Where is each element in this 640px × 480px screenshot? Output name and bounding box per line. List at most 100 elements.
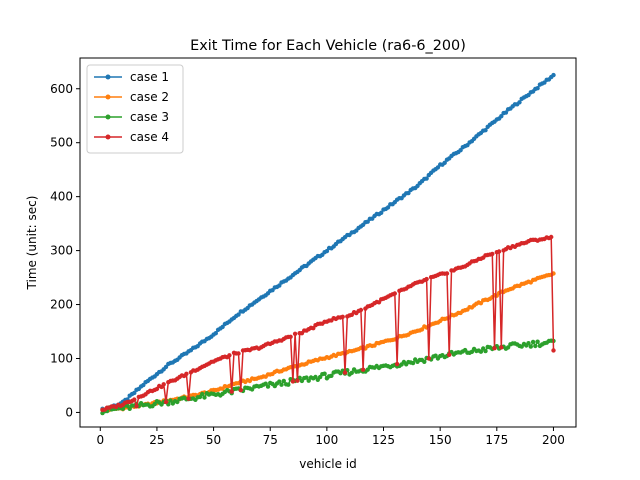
data-point (505, 345, 511, 350)
data-point (322, 371, 327, 376)
data-point (392, 291, 397, 296)
data-point (499, 114, 504, 119)
y-tick-label: 200 (50, 298, 73, 312)
legend-marker (105, 134, 111, 140)
data-point (496, 249, 502, 254)
data-point (154, 386, 160, 392)
data-point (422, 359, 427, 364)
data-point (517, 100, 522, 105)
data-point (132, 397, 137, 402)
x-tick-label: 75 (263, 433, 278, 447)
legend-label: case 3 (130, 110, 169, 124)
data-point (349, 370, 354, 375)
data-point (478, 349, 484, 354)
x-tick-label: 200 (542, 433, 565, 447)
series-case-4 (100, 234, 556, 413)
data-point (444, 271, 450, 276)
data-point (213, 331, 218, 336)
data-point (202, 395, 207, 400)
legend-box (86, 64, 184, 154)
data-point (549, 234, 554, 240)
data-point (265, 384, 271, 389)
legend-marker (105, 114, 111, 120)
y-tick-label: 500 (50, 136, 73, 150)
data-point (499, 345, 504, 350)
series-case-1 (100, 72, 556, 413)
data-point (424, 276, 429, 282)
y-tick-label: 100 (50, 351, 73, 365)
x-tick-label: 0 (96, 433, 104, 447)
data-point (236, 351, 241, 356)
x-tick-label: 50 (206, 433, 221, 447)
data-point (379, 210, 384, 215)
x-axis-label: vehicle id (299, 457, 357, 471)
data-point (551, 72, 556, 78)
x-tick-label: 175 (485, 433, 508, 447)
axis-ticks: 0 25 50 75 100 125 150 175 200 0 100 200 300 400 500 60… (50, 82, 565, 447)
data-point (503, 110, 509, 115)
data-point (424, 176, 429, 181)
legend-label: case 2 (130, 90, 169, 104)
data-point (483, 348, 488, 354)
data-point (426, 356, 431, 361)
data-point (551, 348, 556, 353)
data-point (292, 331, 298, 336)
data-point (306, 378, 311, 383)
data-point (161, 382, 166, 387)
data-point (528, 344, 533, 349)
data-point (535, 339, 540, 344)
data-point (163, 364, 169, 370)
data-point (127, 406, 132, 411)
data-point (535, 86, 540, 91)
data-point (281, 378, 286, 384)
legend-marker (105, 94, 111, 100)
data-point (447, 352, 452, 357)
data-point (530, 339, 536, 345)
data-point (227, 353, 232, 358)
data-point (279, 382, 284, 387)
y-tick-label: 300 (50, 244, 73, 258)
data-point (132, 390, 137, 396)
data-point (277, 283, 282, 288)
data-point (200, 391, 205, 397)
y-tick-label: 0 (65, 405, 73, 419)
legend: case 1 case 2 case 3 case 4 (86, 64, 184, 154)
data-point (526, 341, 531, 346)
data-point (360, 367, 366, 372)
data-point (229, 389, 234, 394)
data-point (483, 128, 488, 133)
data-point (442, 160, 447, 165)
legend-label: case 1 (130, 70, 169, 84)
data-point (324, 248, 330, 254)
x-tick-label: 125 (372, 433, 395, 447)
data-point (304, 375, 309, 380)
y-tick-label: 400 (50, 190, 73, 204)
data-point (186, 396, 191, 401)
data-point (184, 371, 189, 376)
data-point (290, 379, 296, 384)
series-case-3 (100, 338, 556, 416)
x-tick-label: 25 (149, 433, 164, 447)
data-point (329, 373, 334, 378)
data-point (490, 251, 495, 257)
data-point (134, 404, 139, 409)
data-point (163, 399, 169, 405)
data-point (394, 361, 400, 367)
y-axis-label: Time (unit: sec) (25, 196, 39, 291)
x-tick-label: 100 (315, 433, 338, 447)
data-point (175, 399, 180, 405)
data-point (533, 343, 538, 349)
data-point (238, 387, 243, 393)
plot-frame (79, 57, 577, 428)
data-point (288, 334, 293, 339)
data-point (385, 205, 391, 210)
data-point (277, 379, 282, 384)
data-point (342, 370, 348, 375)
legend-label: case 4 (130, 130, 169, 144)
data-point (358, 307, 364, 313)
x-tick-label: 150 (429, 433, 452, 447)
data-point (295, 378, 300, 383)
series-group (100, 72, 556, 416)
y-tick-label: 600 (50, 82, 73, 96)
